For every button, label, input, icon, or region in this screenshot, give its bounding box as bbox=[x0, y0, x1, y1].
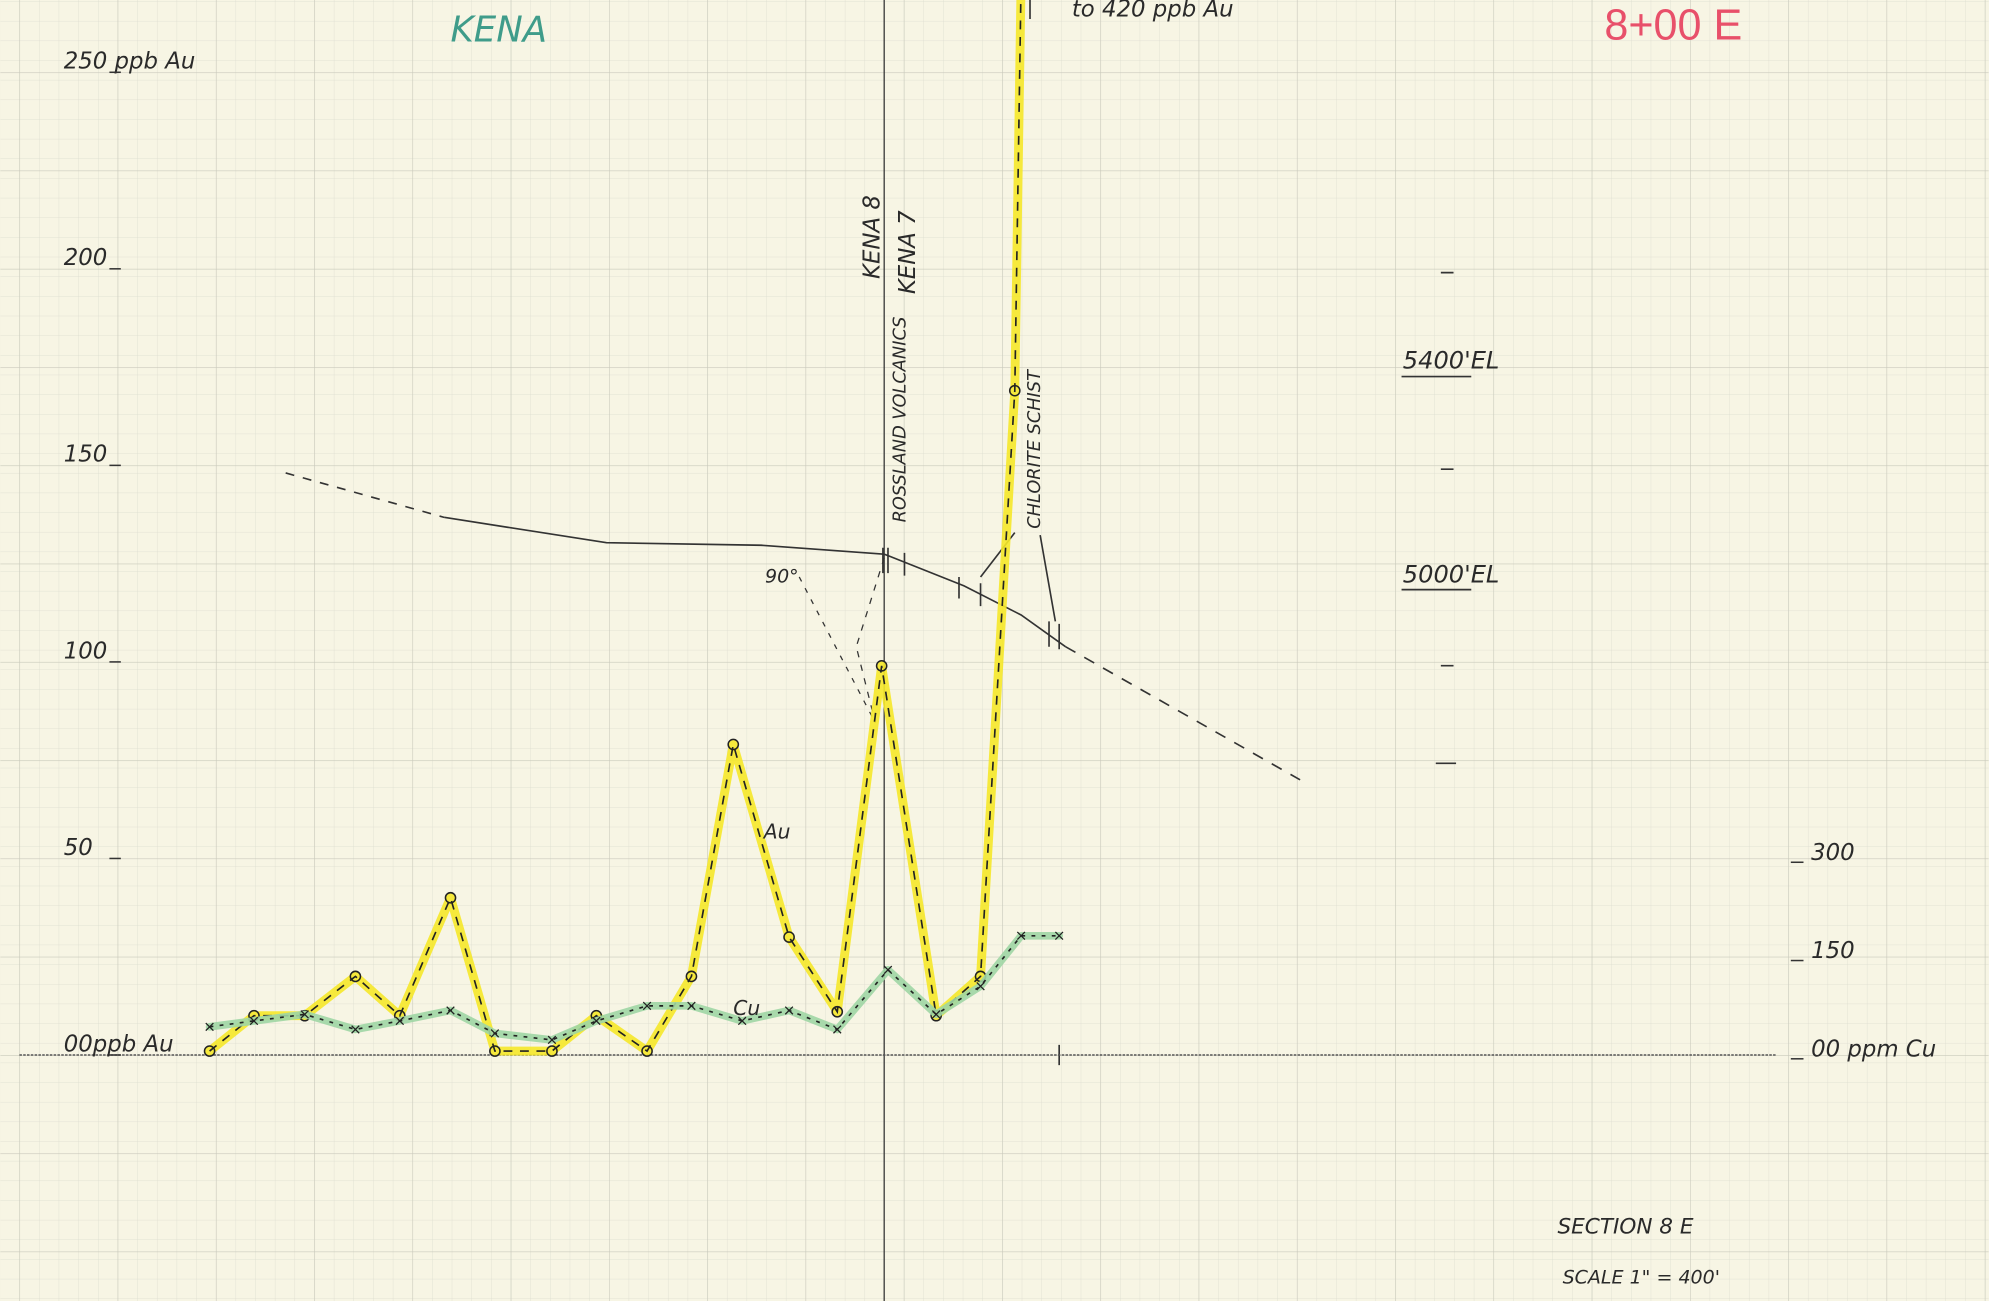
au-point bbox=[489, 1045, 501, 1057]
subtitle: 8+00 E bbox=[1604, 1, 1742, 49]
cu-point bbox=[547, 1035, 557, 1045]
cu-point bbox=[249, 1016, 259, 1026]
cu-point bbox=[931, 1010, 941, 1019]
y-tick-label: 150 bbox=[64, 442, 108, 468]
cu-point bbox=[300, 1010, 309, 1019]
au-point bbox=[1008, 384, 1021, 397]
series-label: Cu bbox=[733, 996, 760, 1020]
cu-point bbox=[351, 1025, 360, 1034]
scale-label: SCALE 1" = 400' bbox=[1563, 1267, 1720, 1289]
cu-point bbox=[1016, 931, 1026, 941]
cu-point bbox=[976, 981, 985, 991]
cu-point bbox=[446, 1006, 455, 1015]
cu-point bbox=[395, 1016, 405, 1026]
cu-point bbox=[737, 1016, 747, 1026]
contact-label: KENA 8 bbox=[859, 195, 885, 279]
cu-point bbox=[687, 1001, 696, 1011]
y-tick-label: 100 bbox=[64, 638, 108, 664]
cu-point bbox=[784, 1006, 794, 1015]
cu-point bbox=[592, 1016, 601, 1026]
au-point bbox=[641, 1045, 653, 1057]
au-point bbox=[546, 1045, 558, 1057]
title: KENA bbox=[451, 10, 548, 51]
series-trace bbox=[209, 0, 1022, 1053]
au-point bbox=[783, 931, 795, 943]
au-point bbox=[444, 891, 457, 904]
elevation-label: 5000'EL bbox=[1403, 561, 1500, 589]
y-tick-label: 00ppb Au bbox=[64, 1031, 174, 1057]
rock-label: CHLORITE SCHIST bbox=[1025, 369, 1045, 529]
series-label: Au bbox=[762, 820, 791, 844]
section-label: SECTION 8 E bbox=[1558, 1214, 1694, 1239]
cu-point bbox=[883, 965, 893, 975]
elevation-label: 5400'EL bbox=[1403, 346, 1500, 374]
au-point bbox=[349, 970, 362, 983]
au-point bbox=[727, 738, 740, 751]
contact-label: KENA 7 bbox=[895, 210, 921, 294]
cu-point bbox=[1054, 931, 1064, 941]
au-point bbox=[685, 970, 698, 983]
dip-label: 90° bbox=[765, 565, 799, 587]
y-tick-label: 200 bbox=[64, 245, 108, 271]
section-drawing bbox=[285, 0, 1472, 1301]
rock-label: ROSSLAND VOLCANICS bbox=[891, 317, 911, 523]
au-point bbox=[875, 660, 888, 672]
au-point bbox=[203, 1045, 216, 1057]
y-tick-label: 250 ppb Au bbox=[64, 49, 196, 75]
y2-tick-label: 00 ppm Cu bbox=[1811, 1036, 1936, 1062]
y2-tick-label: 150 bbox=[1811, 938, 1855, 964]
cu-point bbox=[833, 1025, 842, 1034]
cu-point bbox=[642, 1001, 652, 1011]
au-point bbox=[831, 1005, 844, 1018]
y-tick-label: 50 bbox=[64, 835, 93, 861]
cu-point bbox=[205, 1022, 214, 1032]
y2-tick-label: 300 bbox=[1811, 840, 1855, 866]
cu-point bbox=[490, 1029, 500, 1038]
plot: 00ppb Au 50 100 150 200 250 ppb Au 00 ppm Cu 15… bbox=[64, 0, 1936, 1062]
note: to 420 ppb Au bbox=[1072, 0, 1234, 23]
